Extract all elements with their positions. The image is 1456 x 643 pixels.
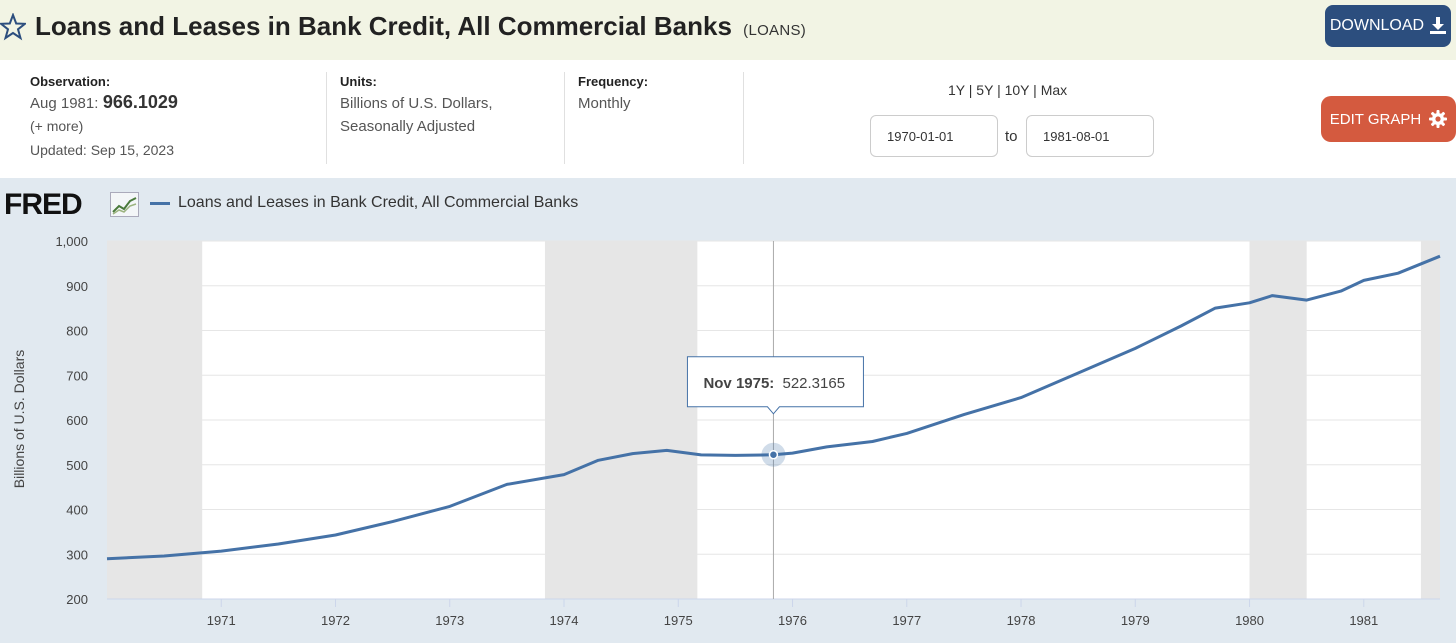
gear-icon xyxy=(1429,110,1448,128)
range-sep: | xyxy=(968,82,973,98)
divider xyxy=(564,72,565,164)
frequency-panel: Frequency: Monthly xyxy=(578,74,648,115)
observation-label: Observation: xyxy=(30,74,111,89)
y-tick-label: 800 xyxy=(66,324,88,339)
edit-graph-label: EDIT GRAPH xyxy=(1329,110,1422,128)
y-tick-label: 400 xyxy=(66,503,88,518)
range-5y[interactable]: 5Y xyxy=(976,82,994,98)
line-chart[interactable]: 1971 1972 1973 1974 1975 1976 1977 1978 1979 1980… xyxy=(0,178,1456,643)
x-tick-label: 1972 xyxy=(321,613,350,628)
series-title: Loans and Leases in Bank Credit, All Com… xyxy=(35,11,732,41)
tooltip-text: Nov 1975: 522.3165 xyxy=(703,375,845,392)
edit-graph-button[interactable]: EDIT GRAPH xyxy=(1321,96,1456,142)
observation-value: 966.1029 xyxy=(102,92,178,112)
fred-logo: FRED xyxy=(4,188,83,222)
range-sep: | xyxy=(1033,82,1037,98)
x-tick-label: 1981 xyxy=(1349,613,1378,628)
y-tick-label: 300 xyxy=(66,547,88,562)
observation-date: Aug 1981: xyxy=(30,95,99,112)
units-label: Units: xyxy=(340,74,377,89)
y-tick-label: 500 xyxy=(66,458,88,473)
hover-point[interactable] xyxy=(768,450,779,460)
x-tick-label: 1973 xyxy=(435,613,464,628)
legend-label: Loans and Leases in Bank Credit, All Com… xyxy=(178,194,579,211)
download-label: DOWNLOAD xyxy=(1329,17,1425,34)
x-tick-label: 1977 xyxy=(892,613,921,628)
chart-area: FRED Loans and Leases in Bank Credit, Al… xyxy=(0,178,1456,643)
page-title: Loans and Leases in Bank Credit, All Com… xyxy=(35,11,806,42)
x-tick-label: 1975 xyxy=(664,613,693,628)
frequency-label: Frequency: xyxy=(578,74,649,89)
y-tick-label: 200 xyxy=(66,592,88,607)
chart-icon xyxy=(110,192,139,217)
fred-logo-text: FRED xyxy=(4,188,83,221)
updated-text: Updated: Sep 15, 2023 xyxy=(30,142,175,158)
observation-row: Aug 1981: 966.1029 xyxy=(30,92,178,115)
y-tick-label: 1,000 xyxy=(55,234,88,249)
x-tick-label: 1979 xyxy=(1121,613,1150,628)
divider xyxy=(743,72,744,164)
start-date-input[interactable] xyxy=(870,115,998,157)
tooltip-date: Nov 1975: xyxy=(703,375,774,392)
frequency-value: Monthly xyxy=(578,95,631,112)
series-line[interactable] xyxy=(106,254,1441,561)
end-date-input[interactable] xyxy=(1026,115,1154,157)
range-max[interactable]: Max xyxy=(1040,82,1068,98)
star-icon[interactable] xyxy=(0,13,26,41)
y-tick-label: 600 xyxy=(66,413,88,428)
range-1y[interactable]: 1Y xyxy=(948,82,965,98)
x-tick-label: 1978 xyxy=(1007,613,1036,628)
page-header: Loans and Leases in Bank Credit, All Com… xyxy=(0,0,1456,60)
series-id: (LOANS) xyxy=(743,22,807,39)
x-tick-label: 1976 xyxy=(778,613,807,628)
x-tick-label: 1971 xyxy=(207,613,236,628)
y-axis-label: Billions of U.S. Dollars xyxy=(11,350,27,489)
range-sep: | xyxy=(997,82,1001,98)
chart-legend[interactable]: Loans and Leases in Bank Credit, All Com… xyxy=(150,194,578,212)
observation-panel: Observation: Aug 1981: 966.1029 (+ more)… xyxy=(30,74,178,162)
y-tick-label: 700 xyxy=(66,368,88,383)
units-panel: Units: Billions of U.S. Dollars, Seasona… xyxy=(340,74,493,138)
range-10y[interactable]: 10Y xyxy=(1004,82,1030,98)
tooltip-value: 522.3165 xyxy=(782,375,845,392)
download-button[interactable]: DOWNLOAD xyxy=(1325,5,1451,47)
units-line-2: Seasonally Adjusted xyxy=(340,118,476,135)
info-bar: Observation: Aug 1981: 966.1029 (+ more)… xyxy=(0,60,1456,178)
range-links: 1Y | 5Y | 10Y | Max xyxy=(948,82,1067,98)
divider xyxy=(326,72,327,164)
x-tick-label: 1980 xyxy=(1235,613,1264,628)
y-tick-label: 900 xyxy=(66,279,88,294)
to-label: to xyxy=(1005,128,1018,145)
tooltip-box xyxy=(686,356,864,415)
download-icon xyxy=(1430,17,1447,34)
more-link[interactable]: (+ more) xyxy=(30,118,84,134)
tooltip: Nov 1975: 522.3165 xyxy=(686,356,864,415)
units-line-1: Billions of U.S. Dollars, xyxy=(340,95,493,112)
x-tick-label: 1974 xyxy=(550,613,579,628)
legend-swatch xyxy=(150,201,170,205)
